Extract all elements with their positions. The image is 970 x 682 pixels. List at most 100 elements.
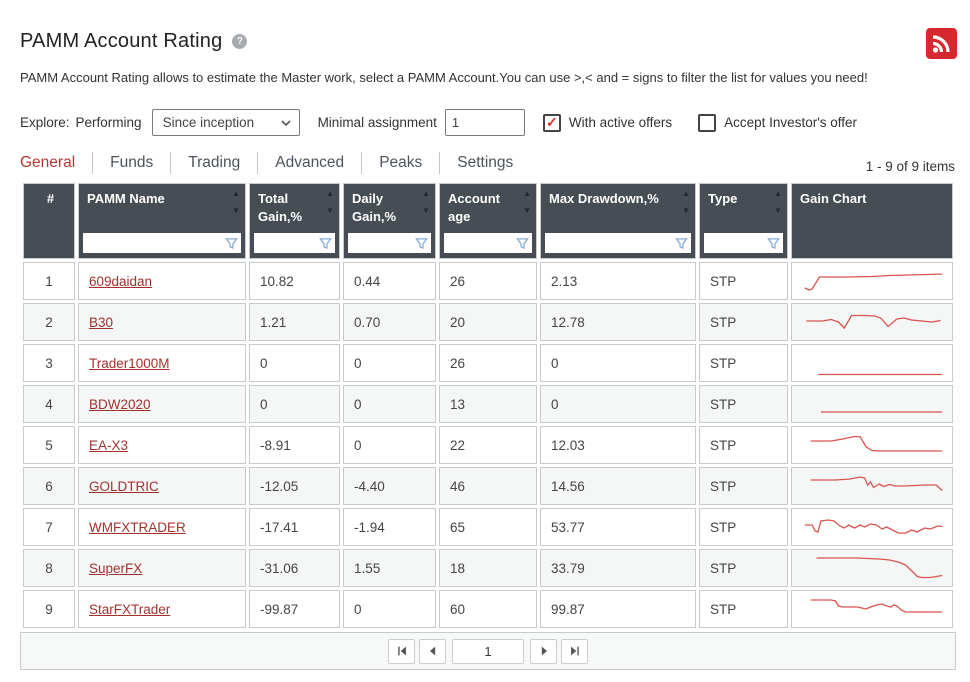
first-page-button[interactable] [388, 638, 415, 664]
column-header-max_drawdown[interactable]: Max Drawdown,% ▲ ▼ [540, 183, 696, 259]
pamm-account-link[interactable]: StarFXTrader [89, 601, 171, 617]
cell-type: STP [699, 549, 788, 587]
filter-input-account_age[interactable] [444, 235, 516, 251]
gain-sparkline [799, 553, 945, 583]
sort-asc-icon[interactable]: ▲ [523, 189, 531, 198]
next-page-icon [541, 646, 547, 656]
filter-input-max_drawdown[interactable] [545, 235, 675, 251]
pamm-account-link[interactable]: B30 [89, 314, 114, 330]
rss-icon[interactable] [926, 28, 957, 59]
checkbox-icon[interactable] [542, 113, 561, 132]
cell-name: GOLDTRIC [78, 467, 246, 505]
column-filter-total_gain [254, 233, 335, 253]
checkbox-icon[interactable] [698, 113, 717, 132]
accept-investors-offer-checkbox[interactable]: Accept Investor's offer [698, 113, 858, 132]
cell-account-age: 60 [439, 590, 537, 628]
filter-funnel-icon[interactable] [675, 237, 688, 250]
cell-daily-gain: 0 [343, 344, 436, 382]
cell-account-age: 20 [439, 303, 537, 341]
sort-asc-icon[interactable]: ▲ [326, 189, 334, 198]
pamm-account-link[interactable]: Trader1000M [89, 355, 170, 371]
column-label: Account age [448, 191, 500, 224]
tab-general[interactable]: General [20, 152, 94, 174]
tab-settings[interactable]: Settings [457, 154, 514, 171]
table-row: 8 SuperFX -31.06 1.55 18 33.79 STP [23, 549, 953, 587]
cell-max-drawdown: 0 [540, 385, 696, 423]
pamm-account-link[interactable]: WMFXTRADER [89, 519, 186, 535]
cell-daily-gain: 0 [343, 426, 436, 464]
pamm-account-link[interactable]: EA-X3 [89, 437, 129, 453]
cell-name: StarFXTrader [78, 590, 246, 628]
filter-input-total_gain[interactable] [254, 235, 319, 251]
prev-page-button[interactable] [419, 638, 446, 664]
filter-input-daily_gain[interactable] [348, 235, 415, 251]
minimal-assignment-label: Minimal assignment [317, 115, 437, 130]
sort-desc-icon[interactable]: ▼ [774, 206, 782, 215]
prev-page-icon [429, 646, 435, 656]
filter-input-type[interactable] [704, 235, 767, 251]
table-row: 2 B30 1.21 0.70 20 12.78 STP [23, 303, 953, 341]
tab-advanced[interactable]: Advanced [258, 152, 363, 174]
pamm-account-link[interactable]: BDW2020 [89, 396, 151, 412]
sort-asc-icon[interactable]: ▲ [774, 189, 782, 198]
cell-gain-chart [791, 508, 953, 546]
sort-desc-icon[interactable]: ▼ [326, 206, 334, 215]
cell-name: Trader1000M [78, 344, 246, 382]
last-page-button[interactable] [561, 638, 588, 664]
pamm-account-link[interactable]: SuperFX [89, 560, 143, 576]
sort-asc-icon[interactable]: ▲ [232, 189, 240, 198]
column-header-account_age[interactable]: Account age ▲ ▼ [439, 183, 537, 259]
cell-account-age: 65 [439, 508, 537, 546]
sort-desc-icon[interactable]: ▼ [422, 206, 430, 215]
gain-sparkline [799, 471, 945, 501]
cell-total-gain: -12.05 [249, 467, 340, 505]
sort-arrows: ▲ ▼ [232, 190, 240, 233]
sort-asc-icon[interactable]: ▲ [682, 189, 690, 198]
filter-funnel-icon[interactable] [516, 237, 529, 250]
filter-funnel-icon[interactable] [415, 237, 428, 250]
sort-asc-icon[interactable]: ▲ [422, 189, 430, 198]
help-icon[interactable]: ? [232, 34, 248, 49]
cell-num: 1 [23, 262, 75, 300]
pamm-account-link[interactable]: GOLDTRIC [89, 478, 159, 494]
gain-sparkline [799, 307, 945, 337]
page-number-input[interactable] [452, 638, 524, 664]
table-body: 1 609daidan 10.82 0.44 26 2.13 STP 2 B30 1.21 0.70… [23, 262, 953, 628]
cell-total-gain: -99.87 [249, 590, 340, 628]
filter-funnel-icon[interactable] [767, 237, 780, 250]
column-label: Total Gain,% [258, 191, 303, 224]
explore-label: Explore: [20, 115, 70, 130]
column-header-name[interactable]: PAMM Name ▲ ▼ [78, 183, 246, 259]
period-select[interactable]: Since inception [151, 109, 300, 136]
sort-desc-icon[interactable]: ▼ [523, 206, 531, 215]
tab-funds[interactable]: Funds [93, 152, 172, 174]
sort-desc-icon[interactable]: ▼ [232, 206, 240, 215]
accept-investors-offer-label: Accept Investor's offer [724, 115, 858, 130]
sort-arrows: ▲ ▼ [523, 190, 531, 233]
filter-funnel-icon[interactable] [225, 237, 238, 250]
cell-type: STP [699, 508, 788, 546]
tab-trading[interactable]: Trading [171, 152, 259, 174]
last-page-icon [570, 646, 579, 656]
column-label: Type [708, 191, 738, 206]
page-description: PAMM Account Rating allows to estimate t… [20, 70, 868, 85]
column-header-type[interactable]: Type ▲ ▼ [699, 183, 788, 259]
filter-bar: Explore: Performing Since inception Mini… [20, 109, 957, 136]
tab-peaks[interactable]: Peaks [362, 152, 441, 174]
sort-desc-icon[interactable]: ▼ [682, 206, 690, 215]
column-header-daily_gain[interactable]: Daily Gain,% ▲ ▼ [343, 183, 436, 259]
column-header-total_gain[interactable]: Total Gain,% ▲ ▼ [249, 183, 340, 259]
minimal-assignment-input[interactable] [444, 109, 525, 136]
cell-type: STP [699, 385, 788, 423]
with-active-offers-checkbox[interactable]: With active offers [542, 113, 672, 132]
rss-glyph [932, 35, 950, 53]
page-title: PAMM Account Rating [20, 30, 223, 52]
pamm-account-link[interactable]: 609daidan [89, 273, 153, 289]
cell-account-age: 22 [439, 426, 537, 464]
cell-num: 7 [23, 508, 75, 546]
next-page-button[interactable] [530, 638, 557, 664]
cell-account-age: 46 [439, 467, 537, 505]
filter-input-name[interactable] [83, 235, 225, 251]
filter-funnel-icon[interactable] [319, 237, 332, 250]
